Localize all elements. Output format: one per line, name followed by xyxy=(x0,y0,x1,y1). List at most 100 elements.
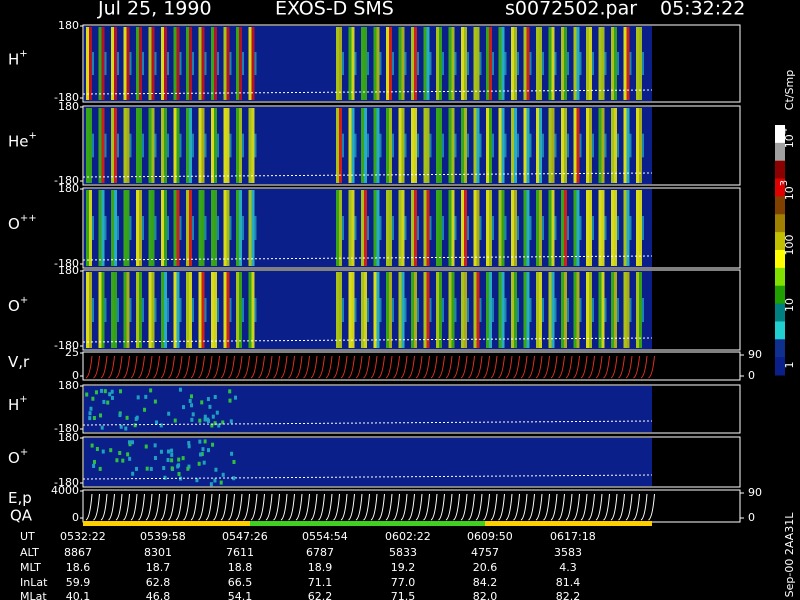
spectrogram-cell xyxy=(89,406,93,411)
sweep-curve xyxy=(610,355,618,379)
footer-value: 18.9 xyxy=(308,561,333,574)
spectrogram-cell xyxy=(115,458,119,463)
colorbar-cell xyxy=(775,339,785,358)
spectrogram-band xyxy=(564,272,567,348)
spectrogram-band xyxy=(464,27,467,100)
spectrogram-band xyxy=(348,27,352,100)
spectrogram-cell xyxy=(201,447,205,452)
spectrogram-band xyxy=(242,298,244,322)
panel-label: H+ xyxy=(8,394,28,414)
spectrogram-band xyxy=(129,298,132,322)
spectrogram-band xyxy=(139,27,142,100)
panel-label-sup: + xyxy=(19,394,27,405)
spectrogram-band xyxy=(164,27,167,100)
sweep-curve xyxy=(453,493,460,521)
sweep-curve xyxy=(213,355,220,379)
spectrogram-band xyxy=(204,298,207,322)
sweep-curve xyxy=(528,493,535,521)
sweep-curve xyxy=(85,493,93,521)
spectrogram-band xyxy=(373,108,377,183)
spectrogram-band xyxy=(398,108,402,183)
sweep-curve xyxy=(303,355,310,379)
sweep-curve xyxy=(625,355,633,379)
sweep-curve xyxy=(265,355,273,379)
spectrogram-band xyxy=(167,133,169,158)
spectrogram-band xyxy=(429,216,432,240)
spectrogram-band xyxy=(548,108,552,183)
sweep-curve xyxy=(400,493,408,521)
footer-value: 0532:22 xyxy=(60,530,106,543)
spectrogram-band xyxy=(567,133,569,158)
spectrogram-cell xyxy=(228,398,232,403)
spectrogram-band xyxy=(142,298,144,322)
spectrogram-band xyxy=(86,190,89,266)
trace-line xyxy=(82,474,653,480)
colorbar-cell xyxy=(775,250,785,269)
spectrogram-band xyxy=(417,51,419,76)
spectrogram-cell xyxy=(155,420,159,425)
spectrogram-band xyxy=(542,298,544,322)
spectrogram-band xyxy=(167,298,169,322)
spectrogram-band xyxy=(361,190,364,266)
spectrogram-band xyxy=(136,190,139,266)
spectrogram-band xyxy=(623,108,627,183)
sweep-curve xyxy=(408,493,415,521)
y-tick-label: -180 xyxy=(54,339,79,352)
sweep-curve xyxy=(430,493,438,521)
sweep-curve xyxy=(460,493,468,521)
spectrogram-band xyxy=(111,190,114,266)
spectrogram-band xyxy=(92,298,94,322)
y-tick-label: -180 xyxy=(54,174,79,187)
colorbar-label-base: 10 xyxy=(783,134,796,148)
spectrogram-band xyxy=(551,190,555,266)
spectrogram-band xyxy=(586,272,589,348)
spectrogram-band xyxy=(142,133,144,158)
sweep-curve xyxy=(535,493,543,521)
spectrogram-band xyxy=(379,298,382,322)
spectrogram-band xyxy=(229,216,232,240)
spectrogram-band xyxy=(448,108,452,183)
spectrogram-cell xyxy=(128,456,132,461)
spectrogram-band xyxy=(242,51,244,76)
spectrogram-band xyxy=(211,190,214,266)
spectrogram-band xyxy=(586,190,589,266)
spectrogram-band xyxy=(101,27,105,100)
spectrogram-cell xyxy=(213,394,217,399)
spectrogram-band xyxy=(89,190,92,266)
spectrogram-band xyxy=(336,190,339,266)
spectrogram-band xyxy=(179,298,182,322)
spectrogram-band xyxy=(379,51,382,76)
panel-label: O+ xyxy=(8,295,28,315)
spectrogram-band xyxy=(161,272,164,348)
spectrogram-band xyxy=(451,108,455,183)
spectrogram-band xyxy=(526,190,530,266)
colorbar-label-sup: 4 xyxy=(779,128,790,134)
spectrogram-band xyxy=(126,272,130,348)
panel-label-sup: + xyxy=(20,447,28,458)
spectrogram-band xyxy=(361,272,364,348)
qa-bar xyxy=(485,521,652,526)
spectrogram-band xyxy=(154,51,157,76)
spectrogram-band xyxy=(111,108,114,183)
spectrogram-band xyxy=(148,108,152,183)
sweep-curve xyxy=(520,355,528,379)
spectrogram-band xyxy=(461,108,464,183)
spectrogram-band xyxy=(151,272,155,348)
sweep-curve xyxy=(190,493,198,521)
spectrogram-band xyxy=(251,272,255,348)
spectrogram-band xyxy=(239,190,242,266)
spectrogram-band xyxy=(111,272,114,348)
colorbar-cell xyxy=(775,232,785,251)
footer-value: 62.2 xyxy=(308,590,333,600)
spectrogram-band xyxy=(579,216,582,240)
sweep-curve xyxy=(123,355,130,379)
sweep-curve xyxy=(408,355,415,379)
spectrogram-band xyxy=(414,108,417,183)
spectrogram-band xyxy=(354,216,357,240)
spectrogram-band xyxy=(523,190,527,266)
spectrogram-band xyxy=(629,298,632,322)
spectrogram-band xyxy=(161,27,164,100)
spectrogram-cell xyxy=(206,397,210,402)
spectrogram-cell xyxy=(191,412,195,417)
y-tick-label: 180 xyxy=(58,100,79,113)
